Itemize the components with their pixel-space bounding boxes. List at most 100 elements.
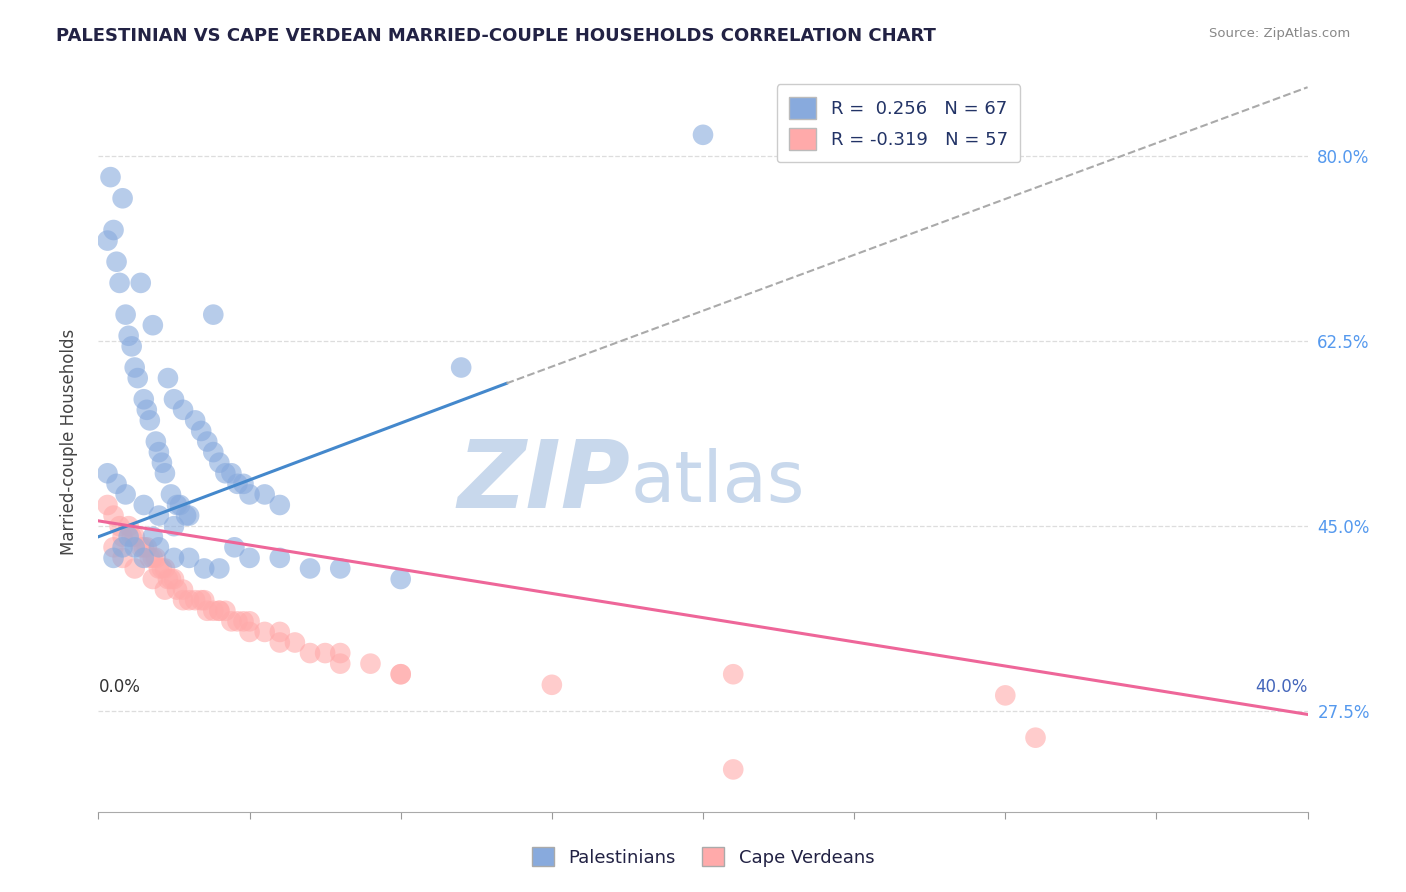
Point [169,498,191,512]
Point [108,276,131,290]
Point [208,561,231,575]
Point [148,445,170,459]
Point [214,467,236,481]
Point [202,445,225,459]
Point [179,508,201,523]
Point [269,624,291,639]
Point [239,615,262,629]
Point [124,360,146,375]
Point [389,667,412,681]
Point [111,530,134,544]
Point [540,678,562,692]
Point [103,541,125,555]
Point [389,667,412,681]
Point [118,530,141,544]
Text: 0.0%: 0.0% [98,679,141,697]
Point [150,456,173,470]
Point [184,593,207,607]
Point [160,572,183,586]
Point [145,434,167,449]
Point [156,572,179,586]
Point [142,530,165,544]
Legend: R =  0.256   N = 67, R = -0.319   N = 57: R = 0.256 N = 67, R = -0.319 N = 57 [776,84,1021,162]
Point [172,582,194,597]
Point [329,561,352,575]
Point [172,402,194,417]
Point [135,541,157,555]
Point [226,476,249,491]
Point [124,541,146,555]
Point [153,582,176,597]
Point [121,530,143,544]
Point [111,191,134,205]
Point [103,508,125,523]
Y-axis label: Married-couple Households: Married-couple Households [59,328,77,555]
Point [96,467,118,481]
Point [156,371,179,385]
Point [299,646,322,660]
Point [329,646,352,660]
Text: PALESTINIAN VS CAPE VERDEAN MARRIED-COUPLE HOUSEHOLDS CORRELATION CHART: PALESTINIAN VS CAPE VERDEAN MARRIED-COUP… [56,27,936,45]
Point [124,561,146,575]
Point [103,223,125,237]
Point [129,276,152,290]
Point [208,456,231,470]
Point [132,392,155,407]
Point [994,689,1017,703]
Point [195,434,218,449]
Point [208,604,231,618]
Point [100,170,122,185]
Point [132,541,155,555]
Point [105,476,128,491]
Point [1024,731,1046,745]
Point [153,561,176,575]
Point [96,234,118,248]
Point [329,657,352,671]
Point [208,604,231,618]
Point [121,339,143,353]
Point [179,550,201,565]
Point [195,604,218,618]
Point [114,308,136,322]
Point [139,413,162,427]
Point [232,615,254,629]
Point [190,424,212,438]
Point [239,624,262,639]
Point [150,561,173,575]
Point [193,561,215,575]
Point [284,635,307,649]
Point [692,128,714,142]
Point [253,624,276,639]
Point [103,550,125,565]
Point [269,635,291,649]
Point [190,593,212,607]
Point [450,360,472,375]
Point [314,646,336,660]
Point [148,508,170,523]
Point [160,487,183,501]
Point [129,541,152,555]
Point [111,550,134,565]
Text: ZIP: ZIP [457,436,630,528]
Text: atlas: atlas [630,448,804,516]
Point [179,593,201,607]
Point [269,498,291,512]
Point [132,498,155,512]
Point [148,541,170,555]
Point [111,541,134,555]
Point [239,550,262,565]
Point [105,254,128,268]
Point [108,519,131,533]
Point [813,106,835,120]
Point [269,550,291,565]
Point [166,582,188,597]
Point [163,550,186,565]
Point [132,550,155,565]
Point [166,498,188,512]
Point [221,467,243,481]
Point [153,467,176,481]
Point [232,476,254,491]
Point [127,371,149,385]
Point [118,328,141,343]
Point [145,550,167,565]
